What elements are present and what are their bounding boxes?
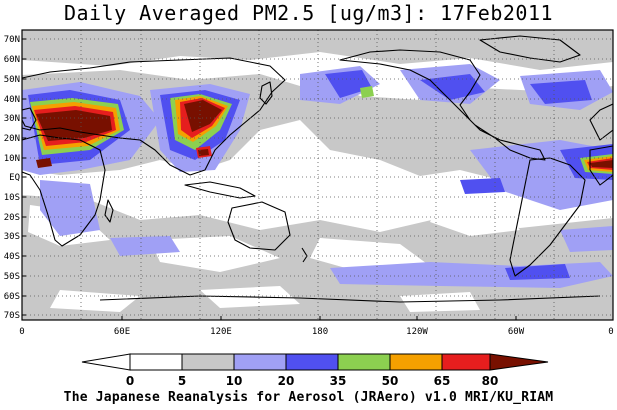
colorbar-bin <box>389 353 443 371</box>
colorbar-label: 5 <box>178 374 186 388</box>
colorbar-bin <box>181 353 235 371</box>
lat-label: 60N <box>4 55 20 65</box>
colorbar-label: 50 <box>382 374 399 388</box>
lat-label: 70N <box>4 35 20 45</box>
graticule <box>22 30 613 320</box>
lon-label: 180 <box>312 327 328 337</box>
lat-label: 50N <box>4 75 20 85</box>
lat-label: 20N <box>4 134 20 144</box>
colorbar-label: 20 <box>278 374 295 388</box>
colorbar-bin <box>337 353 391 371</box>
lat-label: 40S <box>4 252 20 262</box>
map-title: Daily Averaged PM2.5 [ug/m3]: 17Feb2011 <box>63 1 554 25</box>
colorbar-label: 65 <box>434 374 451 388</box>
lat-label: 70S <box>4 311 20 321</box>
colorbar-bin <box>285 353 339 371</box>
lat-label: EQ <box>9 173 20 183</box>
colorbar-label: 0 <box>126 374 134 388</box>
lon-label: 120E <box>210 327 232 337</box>
lon-label: 60E <box>114 327 130 337</box>
colorbar-bin <box>441 353 491 371</box>
lat-label: 30S <box>4 232 20 242</box>
axis-ticks <box>21 38 614 320</box>
lon-label: 120W <box>406 327 428 337</box>
map-frame <box>21 29 614 321</box>
lon-label: 0 <box>19 327 24 337</box>
latitude-labels: 70N 60N 50N 40N 30N 20N 10N EQ 10S 20S 3… <box>4 35 20 321</box>
colorbar-label: 80 <box>482 374 499 388</box>
colorbar-label: 35 <box>330 374 347 388</box>
lat-label: 20S <box>4 213 20 223</box>
longitude-labels: 0 60E 120E 180 120W 60W 0 <box>19 327 613 337</box>
lat-label: 10N <box>4 154 20 164</box>
colorbar-lower-arrow <box>81 353 131 371</box>
pm25-field <box>22 30 613 320</box>
colorbar-label: 10 <box>226 374 243 388</box>
coastlines <box>22 35 613 303</box>
footer-credit: The Japanese Reanalysis for Aerosol (JRA… <box>63 390 554 405</box>
lat-label: 10S <box>4 193 20 203</box>
lon-label: 0 <box>608 327 613 337</box>
lon-label: 60W <box>508 327 525 337</box>
lat-label: 50S <box>4 272 20 282</box>
lat-label: 40N <box>4 95 20 105</box>
colorbar-bin <box>233 353 287 371</box>
colorbar-upper-arrow <box>489 353 549 371</box>
colorbar-bin <box>129 353 183 371</box>
colorbar: 0 5 10 20 35 50 65 80 <box>81 353 549 388</box>
lat-label: 30N <box>4 114 20 124</box>
lat-label: 60S <box>4 292 20 302</box>
